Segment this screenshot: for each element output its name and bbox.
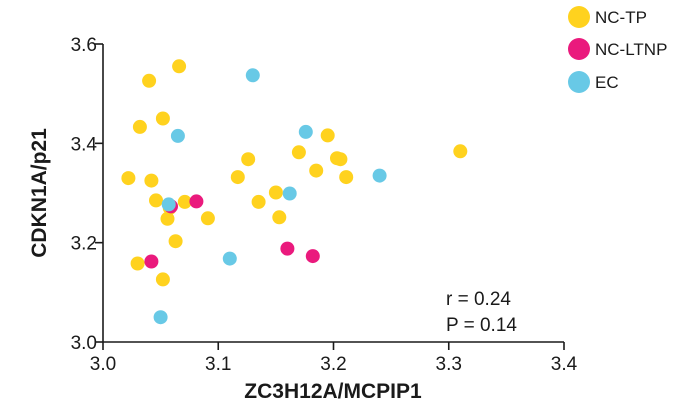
point-nc-tp-13 bbox=[200, 211, 215, 226]
point-nc-tp-8 bbox=[160, 211, 175, 226]
legend: NC-TP NC-LTNP EC bbox=[568, 6, 667, 93]
point-nc-tp-16 bbox=[251, 194, 266, 209]
legend-item-ec: EC bbox=[568, 71, 619, 93]
correlation-r-annotation: r = 0.24 bbox=[446, 289, 511, 310]
y-tick-label-1: 3.2 bbox=[71, 234, 97, 255]
point-nc-tp-25 bbox=[453, 144, 468, 159]
point-nc-tp-12 bbox=[177, 194, 192, 209]
p-value-annotation: P = 0.14 bbox=[446, 315, 517, 336]
point-nc-tp-2 bbox=[132, 119, 147, 134]
point-nc-ltnp-0 bbox=[144, 254, 159, 269]
point-nc-tp-19 bbox=[291, 145, 306, 160]
legend-marker-nc-ltnp bbox=[568, 38, 590, 60]
point-nc-tp-21 bbox=[320, 128, 335, 143]
data-points bbox=[121, 59, 468, 325]
x-tick-label-4: 3.4 bbox=[551, 354, 578, 375]
point-nc-ltnp-4 bbox=[305, 249, 320, 264]
x-tick-label-3: 3.3 bbox=[436, 354, 462, 375]
x-tick-label-1: 3.1 bbox=[205, 354, 231, 375]
x-axis-ticks: 3.0 3.1 3.2 3.3 3.4 bbox=[90, 342, 578, 375]
point-nc-tp-11 bbox=[172, 59, 187, 74]
point-ec-5 bbox=[282, 186, 297, 201]
legend-label-nc-tp: NC-TP bbox=[595, 8, 647, 27]
x-axis-title: ZC3H12A/MCPIP1 bbox=[244, 380, 422, 403]
point-ec-3 bbox=[222, 251, 237, 266]
point-nc-tp-6 bbox=[155, 111, 170, 126]
point-nc-tp-17 bbox=[268, 185, 283, 200]
point-nc-tp-3 bbox=[142, 73, 157, 88]
point-nc-ltnp-2 bbox=[189, 194, 204, 209]
x-tick-label-0: 3.0 bbox=[90, 354, 116, 375]
point-nc-tp-4 bbox=[144, 173, 159, 188]
point-ec-2 bbox=[170, 128, 185, 143]
point-nc-tp-7 bbox=[155, 272, 170, 287]
point-ec-7 bbox=[372, 168, 387, 183]
x-tick-label-2: 3.2 bbox=[320, 354, 346, 375]
point-ec-1 bbox=[161, 197, 176, 212]
y-axis-title: CDKN1A/p21 bbox=[28, 128, 51, 258]
point-nc-tp-20 bbox=[309, 163, 324, 178]
point-nc-tp-24 bbox=[339, 170, 354, 185]
legend-item-nc-ltnp: NC-LTNP bbox=[568, 38, 667, 60]
legend-item-nc-tp: NC-TP bbox=[568, 6, 647, 28]
y-tick-label-3: 3.6 bbox=[71, 35, 97, 56]
legend-label-nc-ltnp: NC-LTNP bbox=[595, 40, 667, 59]
point-nc-tp-0 bbox=[121, 171, 136, 186]
legend-marker-ec bbox=[568, 71, 590, 93]
point-nc-tp-1 bbox=[130, 256, 145, 271]
point-nc-tp-5 bbox=[149, 193, 163, 208]
y-tick-label-2: 3.4 bbox=[71, 134, 98, 155]
point-nc-ltnp-3 bbox=[280, 241, 295, 256]
point-nc-tp-10 bbox=[168, 234, 183, 249]
point-nc-tp-18 bbox=[272, 210, 287, 225]
point-ec-6 bbox=[298, 124, 313, 139]
point-ec-0 bbox=[153, 310, 168, 325]
y-axis-ticks: 3.0 3.2 3.4 3.6 bbox=[71, 35, 103, 354]
point-ec-4 bbox=[245, 68, 260, 83]
point-nc-tp-23 bbox=[333, 152, 348, 167]
point-nc-tp-14 bbox=[230, 170, 245, 185]
legend-marker-nc-tp bbox=[568, 6, 590, 28]
y-tick-label-0: 3.0 bbox=[71, 333, 97, 354]
point-nc-tp-15 bbox=[241, 152, 256, 167]
legend-label-ec: EC bbox=[595, 73, 619, 92]
